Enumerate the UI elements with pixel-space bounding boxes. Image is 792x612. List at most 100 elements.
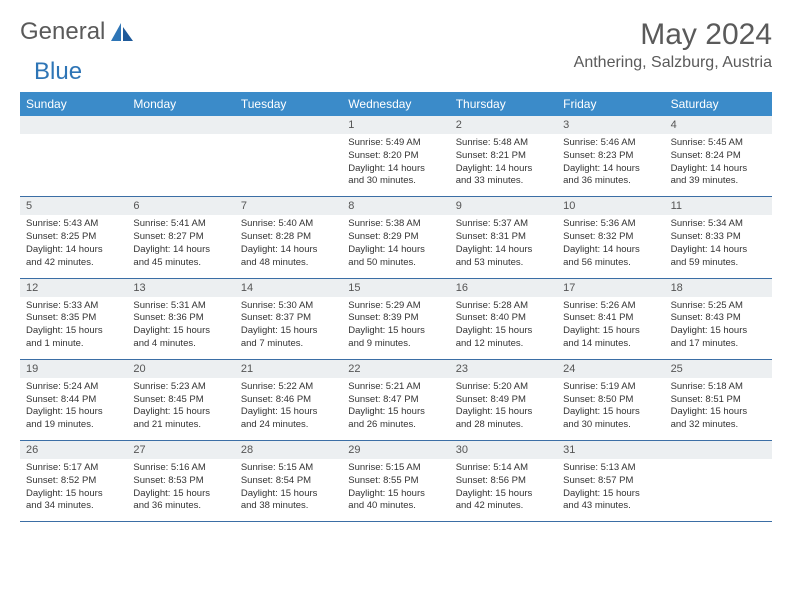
- detail-line: Sunrise: 5:29 AM: [348, 300, 443, 313]
- day-number: 14: [235, 279, 342, 297]
- day-number: 23: [450, 360, 557, 378]
- day-number: 8: [342, 197, 449, 215]
- detail-line: Daylight: 15 hours: [26, 488, 121, 501]
- detail-line: Sunrise: 5:24 AM: [26, 381, 121, 394]
- daynum-row: 262728293031: [20, 441, 772, 459]
- detail-line: Daylight: 15 hours: [671, 325, 766, 338]
- detail-line: Sunset: 8:57 PM: [563, 475, 658, 488]
- detail-line: and 30 minutes.: [563, 419, 658, 432]
- detail-line: Sunrise: 5:36 AM: [563, 218, 658, 231]
- day-detail: Sunrise: 5:14 AMSunset: 8:56 PMDaylight:…: [450, 459, 557, 521]
- detail-line: and 30 minutes.: [348, 175, 443, 188]
- day-number: [20, 116, 127, 134]
- day-number: 25: [665, 360, 772, 378]
- detail-line: Sunrise: 5:19 AM: [563, 381, 658, 394]
- detail-line: Sunset: 8:41 PM: [563, 312, 658, 325]
- day-detail: Sunrise: 5:15 AMSunset: 8:54 PMDaylight:…: [235, 459, 342, 521]
- detail-line: Sunrise: 5:13 AM: [563, 462, 658, 475]
- day-detail: Sunrise: 5:16 AMSunset: 8:53 PMDaylight:…: [127, 459, 234, 521]
- detail-line: and 9 minutes.: [348, 338, 443, 351]
- detail-line: and 14 minutes.: [563, 338, 658, 351]
- day-number: [235, 116, 342, 134]
- detail-line: Sunset: 8:33 PM: [671, 231, 766, 244]
- day-number: 24: [557, 360, 664, 378]
- detail-line: and 21 minutes.: [133, 419, 228, 432]
- detail-line: Daylight: 15 hours: [456, 325, 551, 338]
- detail-line: and 42 minutes.: [456, 500, 551, 513]
- detail-line: Sunrise: 5:14 AM: [456, 462, 551, 475]
- day-header-tuesday: Tuesday: [235, 92, 342, 116]
- day-detail: [235, 134, 342, 196]
- day-number: 27: [127, 441, 234, 459]
- detail-line: and 36 minutes.: [133, 500, 228, 513]
- detail-line: Daylight: 15 hours: [26, 325, 121, 338]
- day-header-sunday: Sunday: [20, 92, 127, 116]
- detail-line: Daylight: 15 hours: [133, 325, 228, 338]
- detail-line: Sunset: 8:47 PM: [348, 394, 443, 407]
- detail-line: Sunrise: 5:34 AM: [671, 218, 766, 231]
- detail-line: Sunrise: 5:48 AM: [456, 137, 551, 150]
- detail-line: and 40 minutes.: [348, 500, 443, 513]
- day-detail: Sunrise: 5:30 AMSunset: 8:37 PMDaylight:…: [235, 297, 342, 359]
- detail-line: and 48 minutes.: [241, 257, 336, 270]
- detail-line: Sunrise: 5:17 AM: [26, 462, 121, 475]
- day-number: 12: [20, 279, 127, 297]
- detail-line: Sunrise: 5:38 AM: [348, 218, 443, 231]
- detail-line: and 17 minutes.: [671, 338, 766, 351]
- detail-line: Sunset: 8:43 PM: [671, 312, 766, 325]
- detail-line: Sunrise: 5:23 AM: [133, 381, 228, 394]
- detail-row: Sunrise: 5:43 AMSunset: 8:25 PMDaylight:…: [20, 215, 772, 278]
- day-detail: Sunrise: 5:25 AMSunset: 8:43 PMDaylight:…: [665, 297, 772, 359]
- detail-line: Sunset: 8:53 PM: [133, 475, 228, 488]
- detail-line: and 59 minutes.: [671, 257, 766, 270]
- detail-line: Sunrise: 5:40 AM: [241, 218, 336, 231]
- day-number: 1: [342, 116, 449, 134]
- detail-line: Sunset: 8:39 PM: [348, 312, 443, 325]
- daynum-row: 12131415161718: [20, 279, 772, 297]
- detail-line: Daylight: 14 hours: [456, 163, 551, 176]
- day-detail: Sunrise: 5:19 AMSunset: 8:50 PMDaylight:…: [557, 378, 664, 440]
- detail-line: Daylight: 15 hours: [241, 488, 336, 501]
- detail-line: Daylight: 14 hours: [671, 163, 766, 176]
- detail-line: and 4 minutes.: [133, 338, 228, 351]
- day-detail: Sunrise: 5:37 AMSunset: 8:31 PMDaylight:…: [450, 215, 557, 277]
- sail-icon: [109, 21, 135, 43]
- day-number: 16: [450, 279, 557, 297]
- detail-line: Sunset: 8:46 PM: [241, 394, 336, 407]
- detail-row: Sunrise: 5:33 AMSunset: 8:35 PMDaylight:…: [20, 297, 772, 360]
- detail-line: Daylight: 14 hours: [26, 244, 121, 257]
- day-number: 2: [450, 116, 557, 134]
- day-number: 17: [557, 279, 664, 297]
- detail-line: and 34 minutes.: [26, 500, 121, 513]
- day-detail: Sunrise: 5:45 AMSunset: 8:24 PMDaylight:…: [665, 134, 772, 196]
- day-detail: Sunrise: 5:17 AMSunset: 8:52 PMDaylight:…: [20, 459, 127, 521]
- detail-line: and 7 minutes.: [241, 338, 336, 351]
- day-detail: Sunrise: 5:28 AMSunset: 8:40 PMDaylight:…: [450, 297, 557, 359]
- day-number: 15: [342, 279, 449, 297]
- day-header-friday: Friday: [557, 92, 664, 116]
- detail-line: Sunrise: 5:31 AM: [133, 300, 228, 313]
- day-detail: Sunrise: 5:34 AMSunset: 8:33 PMDaylight:…: [665, 215, 772, 277]
- detail-line: Sunrise: 5:22 AM: [241, 381, 336, 394]
- detail-line: Daylight: 15 hours: [348, 488, 443, 501]
- title-block: May 2024 Anthering, Salzburg, Austria: [574, 18, 772, 72]
- detail-line: Sunset: 8:45 PM: [133, 394, 228, 407]
- detail-line: and 24 minutes.: [241, 419, 336, 432]
- detail-line: Daylight: 14 hours: [671, 244, 766, 257]
- day-detail: Sunrise: 5:31 AMSunset: 8:36 PMDaylight:…: [127, 297, 234, 359]
- day-detail: Sunrise: 5:18 AMSunset: 8:51 PMDaylight:…: [665, 378, 772, 440]
- daynum-row: 1234: [20, 116, 772, 134]
- detail-line: and 26 minutes.: [348, 419, 443, 432]
- detail-line: Sunrise: 5:46 AM: [563, 137, 658, 150]
- detail-line: and 43 minutes.: [563, 500, 658, 513]
- day-detail: Sunrise: 5:40 AMSunset: 8:28 PMDaylight:…: [235, 215, 342, 277]
- day-number: 5: [20, 197, 127, 215]
- detail-line: Sunset: 8:35 PM: [26, 312, 121, 325]
- detail-line: and 39 minutes.: [671, 175, 766, 188]
- day-number: 18: [665, 279, 772, 297]
- detail-line: Sunrise: 5:15 AM: [348, 462, 443, 475]
- day-detail: Sunrise: 5:49 AMSunset: 8:20 PMDaylight:…: [342, 134, 449, 196]
- day-detail: Sunrise: 5:26 AMSunset: 8:41 PMDaylight:…: [557, 297, 664, 359]
- day-detail: Sunrise: 5:13 AMSunset: 8:57 PMDaylight:…: [557, 459, 664, 521]
- detail-line: Sunrise: 5:21 AM: [348, 381, 443, 394]
